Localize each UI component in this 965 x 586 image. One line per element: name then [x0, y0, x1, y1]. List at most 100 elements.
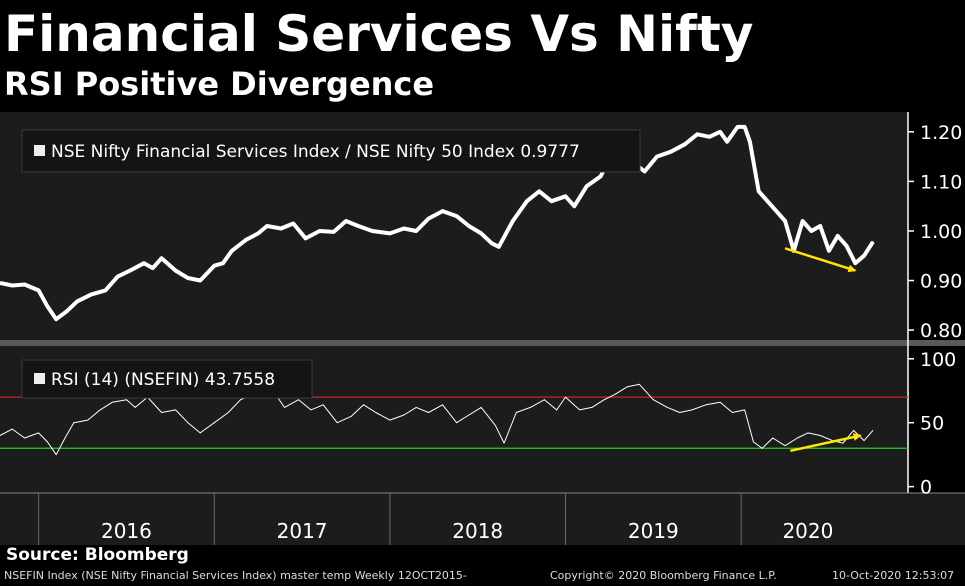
rsi-point — [652, 399, 654, 401]
ratio-point — [23, 283, 26, 286]
rsi-point — [761, 447, 763, 449]
ratio-point — [280, 227, 282, 230]
ratio-point — [46, 305, 49, 308]
chart-subtitle: RSI Positive Divergence — [4, 65, 435, 103]
ratio-point — [266, 225, 268, 227]
rsi-point — [480, 406, 482, 408]
x-axis-band — [0, 493, 965, 545]
ratio-point — [836, 235, 839, 237]
footer-left: NSEFIN Index (NSE Nifty Financial Servic… — [4, 569, 467, 582]
rsi-point — [796, 437, 798, 439]
ratio-point — [497, 246, 500, 248]
ratio-point — [670, 150, 672, 153]
ratio-point — [480, 232, 483, 235]
ratio-point — [708, 135, 711, 138]
rsi-point — [468, 414, 470, 416]
rsi-point — [298, 399, 299, 401]
rsi-point — [403, 414, 405, 416]
ratio-point — [90, 293, 93, 296]
ratio-point — [468, 225, 470, 227]
ratio-point — [304, 237, 307, 240]
source-label: Source: Bloomberg — [6, 545, 189, 565]
rsi-point — [415, 406, 417, 408]
footer-center: Copyright© 2020 Bloomberg Finance L.P. — [550, 569, 777, 582]
rsi-point — [227, 412, 229, 413]
rsi-point — [731, 412, 733, 413]
rsi-point — [753, 441, 754, 443]
rsi-point — [872, 429, 874, 431]
ratio-point — [116, 275, 119, 278]
ratio-point — [564, 195, 567, 198]
ratio-point — [37, 289, 40, 292]
ratio-point — [643, 170, 646, 173]
ratio-ytick-label-0.90: 0.90 — [920, 271, 962, 293]
rsi-point — [134, 406, 136, 408]
rsi-point — [336, 422, 338, 424]
rsi-point — [47, 441, 48, 443]
ratio-point — [257, 232, 259, 235]
rsi-point — [213, 422, 215, 424]
rsi-point — [240, 399, 242, 401]
rsi-point — [126, 399, 127, 401]
ratio-point — [231, 249, 233, 252]
ratio-point — [526, 200, 528, 203]
ratio-point — [845, 245, 848, 247]
rsi-ytick-label-0: 0 — [920, 477, 932, 499]
x-tick-label-2019: 2019 — [628, 519, 679, 543]
ratio-point — [427, 217, 430, 220]
rsi-point — [614, 394, 616, 395]
ratio-point — [854, 262, 857, 264]
ratio-point — [736, 126, 739, 128]
rsi-point — [24, 437, 25, 439]
ratio-point — [757, 190, 760, 193]
rsi-point — [863, 440, 865, 441]
rsi-point — [363, 404, 364, 406]
ratio-legend-text: NSE Nifty Financial Services Index / NSE… — [51, 142, 580, 162]
rsi-ytick-label-50: 50 — [920, 413, 944, 435]
ratio-point — [775, 210, 778, 212]
rsi-point — [784, 445, 786, 447]
chart-title: Financial Services Vs Nifty — [4, 5, 754, 63]
ratio-point — [55, 318, 58, 320]
rsi-point — [322, 404, 324, 406]
rsi-point — [389, 419, 391, 421]
ratio-point — [743, 126, 746, 128]
rsi-point — [666, 406, 668, 408]
rsi-point — [679, 412, 681, 413]
ratio-point — [684, 143, 686, 146]
ratio-point — [151, 267, 154, 269]
rsi-point — [350, 415, 352, 417]
rsi-divergence-arrow — [790, 433, 862, 453]
ratio-point — [784, 220, 786, 222]
ratio-point — [726, 140, 728, 143]
ratio-point — [819, 225, 821, 227]
rsi-point — [456, 422, 458, 424]
rsi-point — [807, 432, 809, 434]
ratio-point — [292, 222, 295, 225]
ratio-point — [104, 289, 107, 292]
ratio-point — [538, 190, 540, 193]
ratio-ytick-label-1.00: 1.00 — [920, 221, 962, 243]
ratio-point — [599, 175, 602, 178]
rsi-point — [591, 406, 593, 408]
ratio-point — [65, 310, 68, 313]
footer-right: 10-Oct-2020 12:53:07 — [832, 569, 955, 582]
ratio-ytick-label-1.20: 1.20 — [920, 122, 962, 144]
ratio-point — [810, 230, 813, 232]
ratio-point — [160, 257, 163, 260]
ratio-point — [766, 200, 769, 203]
rsi-point — [705, 404, 707, 406]
ratio-point — [863, 254, 865, 257]
rsi-point — [503, 442, 505, 444]
rsi-point — [719, 401, 721, 403]
rsi-point — [442, 404, 443, 406]
ratio-legend-swatch — [34, 145, 45, 156]
ratio-point — [455, 215, 458, 217]
ratio-point — [749, 140, 751, 143]
rsi-point — [38, 432, 40, 434]
ratio-point — [174, 269, 177, 272]
rsi-ytick-label-100: 100 — [920, 349, 956, 371]
rsi-point — [842, 442, 844, 444]
ratio-point — [332, 231, 335, 233]
ratio-point — [585, 185, 588, 188]
